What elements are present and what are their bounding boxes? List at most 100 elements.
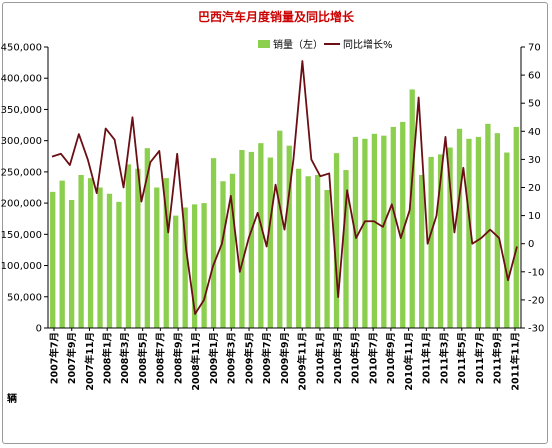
bar [201, 203, 207, 328]
bar [277, 130, 283, 328]
bar [229, 173, 236, 328]
bar [314, 175, 321, 328]
y2-tick-label: -30 [528, 324, 544, 335]
x-tick-label: 2010年1月 [314, 332, 326, 384]
x-tick-label: 2011年7月 [474, 332, 486, 384]
bar [154, 187, 160, 328]
x-tick-label: 2010年5月 [350, 332, 362, 384]
legend: 销量（左） 同比增长% [258, 38, 393, 51]
x-tick-label: 2011年11月 [509, 332, 521, 391]
bar [428, 156, 434, 328]
y2-tick-label: 10 [528, 211, 541, 222]
y2-tick-label: 50 [528, 99, 541, 110]
x-tick-label: 2011年9月 [492, 332, 504, 384]
x-tick-label: 2011年3月 [438, 332, 450, 384]
bar [59, 180, 65, 328]
y-unit-label: 辆 [7, 392, 17, 405]
bar [258, 143, 264, 328]
bar [173, 215, 179, 328]
bar [267, 157, 273, 328]
x-tick-label: 2010年9月 [385, 332, 397, 384]
bar [437, 154, 444, 328]
bar [504, 152, 510, 328]
x-tick-label: 2008年9月 [172, 332, 184, 384]
x-tick-label: 2010年11月 [403, 332, 415, 391]
x-tick-label: 2008年3月 [119, 332, 131, 384]
bar [390, 126, 396, 329]
bar [371, 133, 378, 328]
y-tick-label: 250,000 [1, 167, 42, 178]
legend-line-label: 同比增长% [343, 38, 393, 51]
legend-bar-label: 销量（左） [273, 38, 323, 51]
y2-tick-label: 70 [528, 43, 541, 54]
bar [513, 126, 519, 329]
y2-tick-label: -20 [528, 295, 544, 306]
x-tick-label: 2008年7月 [155, 332, 167, 384]
bar [97, 187, 103, 328]
bar [333, 153, 340, 328]
x-tick-label: 2009年7月 [261, 332, 273, 384]
y-tick-label: 0 [36, 324, 42, 335]
bar [466, 138, 472, 328]
y-tick-label: 100,000 [1, 261, 42, 272]
bar-series [50, 89, 519, 329]
y-tick-label: 50,000 [7, 292, 42, 303]
x-tick-label: 2009年1月 [208, 332, 220, 384]
bar [475, 136, 482, 328]
y-tick-label: 350,000 [1, 105, 42, 116]
x-tick-label: 2009年3月 [226, 332, 238, 384]
x-tick-label: 2011年1月 [421, 332, 433, 384]
bar [210, 158, 217, 328]
bar [494, 133, 500, 328]
bar [87, 178, 94, 328]
x-tick-label: 2007年7月 [48, 332, 60, 384]
x-tick-label: 2010年3月 [332, 332, 344, 384]
bar [239, 150, 245, 328]
y-tick-label: 300,000 [1, 136, 42, 147]
bar [324, 190, 330, 328]
right-axis-ticks: -30 -20 -10 0 10 20 30 40 50 60 70 [521, 43, 544, 335]
x-tick-label: 2009年5月 [243, 332, 255, 384]
bar [362, 138, 368, 328]
x-tick-label: 2008年5月 [137, 332, 149, 384]
chart-title: 巴西汽车月度销量及同比增长 [198, 9, 355, 24]
legend-bar-swatch [258, 40, 270, 48]
growth-line [51, 60, 518, 315]
bar [286, 145, 292, 328]
x-tick-label: 2007年11月 [84, 332, 96, 391]
bar [343, 170, 349, 328]
y-tick-label: 450,000 [1, 43, 42, 54]
bar [50, 191, 56, 328]
y2-tick-label: 60 [528, 71, 541, 82]
bar [116, 201, 122, 328]
bar [135, 168, 141, 328]
bar [248, 151, 255, 328]
y-tick-label: 200,000 [1, 199, 42, 210]
y2-tick-label: 20 [528, 183, 541, 194]
y2-tick-label: 0 [528, 239, 534, 250]
bar [485, 123, 491, 328]
bar [220, 181, 226, 328]
y-tick-label: 150,000 [1, 230, 42, 241]
bar [78, 175, 84, 328]
y-tick-label: 400,000 [1, 74, 42, 85]
x-tick-label: 2010年7月 [367, 332, 379, 384]
bar [409, 89, 415, 329]
x-tick-label: 2009年9月 [279, 332, 291, 384]
bar [296, 168, 302, 328]
bar [191, 204, 198, 328]
y2-tick-label: 40 [528, 127, 541, 138]
bar [447, 147, 453, 328]
bar [182, 207, 188, 328]
x-tick-label: 2008年11月 [190, 332, 202, 391]
bar [163, 178, 169, 328]
bar [144, 148, 150, 328]
x-tick-label: 2008年1月 [102, 332, 114, 384]
x-tick-label: 2007年9月 [66, 332, 78, 384]
bar [381, 135, 387, 328]
y2-tick-label: -10 [528, 267, 544, 278]
x-tick-label: 2009年11月 [297, 332, 309, 391]
bar [456, 128, 463, 328]
x-axis-ticks: 2007年7月 2007年9月 2007年11月 2008年1月 2008年3月 2008… [48, 328, 521, 391]
